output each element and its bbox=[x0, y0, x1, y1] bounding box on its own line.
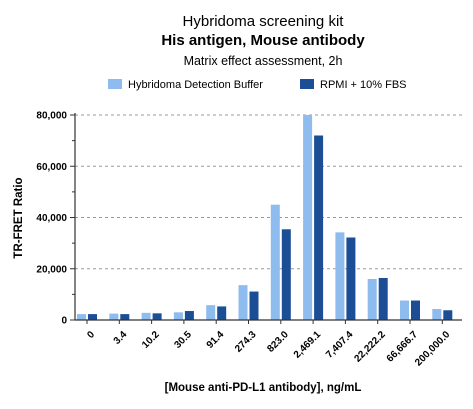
axes bbox=[70, 113, 462, 324]
legend-label-hybridoma-buffer: Hybridoma Detection Buffer bbox=[128, 79, 263, 91]
bar-hybridoma-buffer bbox=[367, 279, 377, 320]
y-tick-label: 0 bbox=[61, 316, 67, 327]
y-tick-label: 40,000 bbox=[36, 213, 67, 224]
y-tick-label: 80,000 bbox=[36, 111, 67, 122]
bar-rpmi-fbs bbox=[378, 277, 388, 320]
x-tick-label: 823.0 bbox=[265, 329, 291, 355]
bar-rpmi-fbs bbox=[152, 313, 162, 320]
bar-rpmi-fbs bbox=[314, 135, 324, 320]
x-tick-label: 10.2 bbox=[140, 329, 162, 351]
bar-rpmi-fbs bbox=[184, 311, 194, 320]
y-axis-title: TR-FRET Ratio bbox=[13, 177, 25, 258]
x-tick-label: 3.4 bbox=[112, 329, 130, 347]
bar-hybridoma-buffer bbox=[400, 300, 409, 320]
x-tick-label: 91.4 bbox=[205, 329, 227, 351]
y-tick-label: 60,000 bbox=[36, 162, 67, 173]
chart-title: Hybridoma screening kit bbox=[183, 13, 345, 30]
x-axis-title: [Mouse anti-PD-L1 antibody], ng/mL bbox=[165, 382, 362, 394]
x-tick-label: 274.3 bbox=[233, 329, 259, 355]
x-tick-label: 2,469.1 bbox=[292, 329, 324, 361]
chart-caption: Matrix effect assessment, 2h bbox=[184, 54, 343, 68]
bar-rpmi-fbs bbox=[120, 314, 130, 320]
x-tick-label: 0 bbox=[85, 329, 97, 341]
y-tick-labels: 0 20,000 40,000 60,000 80,000 bbox=[36, 111, 67, 327]
chart-subtitle: His antigen, Mouse antibody bbox=[161, 32, 365, 49]
bar-hybridoma-buffer bbox=[303, 115, 313, 320]
bar-rpmi-fbs bbox=[249, 291, 259, 320]
bar-rpmi-fbs bbox=[88, 314, 97, 320]
bar-rpmi-fbs bbox=[217, 306, 227, 320]
y-tick-label: 20,000 bbox=[36, 264, 67, 275]
x-tick-label: 7,407.4 bbox=[324, 329, 356, 361]
bar-hybridoma-buffer bbox=[141, 312, 151, 320]
x-tick-label: 200,000.0 bbox=[413, 329, 453, 369]
legend: Hybridoma Detection Buffer RPMI + 10% FB… bbox=[108, 79, 407, 91]
bar-hybridoma-buffer bbox=[77, 314, 86, 320]
x-tick-label: 30.5 bbox=[172, 329, 194, 351]
bar-rpmi-fbs bbox=[281, 229, 291, 320]
bar-hybridoma-buffer bbox=[173, 312, 183, 320]
bar-hybridoma-buffer bbox=[335, 232, 345, 320]
bar-hybridoma-buffer bbox=[109, 313, 119, 320]
x-tick-labels: 0 3.4 10.2 30.5 91.4 274.3 823.0 2,469.1 7,407.4… bbox=[85, 329, 452, 369]
legend-swatch-hybridoma-buffer bbox=[108, 79, 122, 89]
x-tick-label: 22,222.2 bbox=[352, 329, 388, 365]
bar-hybridoma-buffer bbox=[270, 204, 280, 320]
gridlines bbox=[75, 114, 462, 270]
bar-rpmi-fbs bbox=[411, 300, 420, 320]
bar-rpmi-fbs bbox=[443, 310, 453, 320]
bar-hybridoma-buffer bbox=[432, 308, 442, 320]
bar-hybridoma-buffer bbox=[206, 305, 216, 320]
legend-label-rpmi-fbs: RPMI + 10% FBS bbox=[320, 79, 407, 91]
bar-hybridoma-buffer bbox=[238, 285, 248, 320]
legend-swatch-rpmi-fbs bbox=[300, 79, 314, 89]
bar-rpmi-fbs bbox=[346, 237, 356, 320]
bars bbox=[77, 115, 453, 320]
